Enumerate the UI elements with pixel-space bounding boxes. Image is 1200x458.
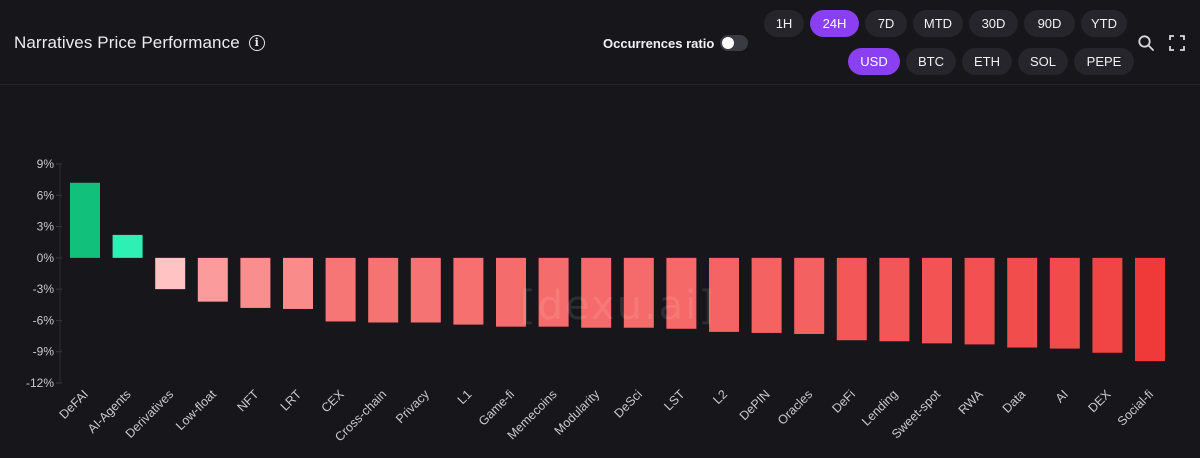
currency-selector: USD BTC ETH SOL PEPE — [848, 48, 1140, 75]
fullscreen-icon[interactable] — [1168, 34, 1186, 52]
bar-low-float — [197, 257, 228, 302]
x-tick-label: Modularity — [552, 387, 603, 438]
bar-social-fi — [1135, 257, 1165, 362]
occurrences-ratio-toggle[interactable] — [720, 35, 749, 51]
timeframe-mtd[interactable]: MTD — [913, 10, 963, 37]
bar-cross-chain — [368, 257, 399, 323]
x-tick-label: Lending — [859, 387, 900, 428]
currency-sol[interactable]: SOL — [1018, 48, 1068, 75]
bar-l1 — [453, 257, 484, 325]
occurrences-ratio-control: Occurrences ratio — [603, 35, 749, 51]
x-tick-label: Data — [1000, 387, 1029, 416]
x-tick-label: DeSci — [611, 387, 644, 420]
y-tick-label: -3% — [33, 282, 55, 296]
bar-defai — [70, 182, 100, 258]
bar-oracles — [794, 257, 825, 334]
x-tick-label: AI — [1053, 387, 1071, 405]
x-tick-label: Game-fi — [476, 387, 517, 428]
bar-ai-agents — [112, 234, 143, 258]
timeframe-selector: 1H 24H 7D MTD 30D 90D YTD — [764, 10, 1133, 37]
currency-usd[interactable]: USD — [848, 48, 900, 75]
x-tick-label: DeFi — [829, 387, 858, 416]
y-tick-label: 0% — [37, 251, 55, 265]
x-tick-label: NFT — [234, 387, 261, 414]
y-tick-label: -9% — [33, 345, 55, 359]
x-tick-label: DePIN — [737, 387, 773, 423]
info-icon[interactable]: i — [248, 35, 265, 51]
bar-privacy — [410, 257, 441, 323]
chart-title-bar: Narratives Price Performance i — [14, 33, 265, 53]
watermark: [dexu.ai] — [520, 283, 716, 329]
page-title: Narratives Price Performance — [14, 33, 240, 52]
currency-pepe[interactable]: PEPE — [1074, 48, 1134, 75]
timeframe-1h[interactable]: 1H — [764, 10, 804, 37]
x-tick-label: LST — [661, 387, 687, 413]
bar-ai — [1049, 257, 1080, 349]
currency-eth[interactable]: ETH — [962, 48, 1012, 75]
y-tick-label: -12% — [26, 376, 54, 390]
x-tick-label: Social-fi — [1115, 387, 1156, 428]
search-icon[interactable] — [1137, 34, 1155, 52]
bar-game-fi — [496, 257, 526, 327]
x-tick-label: CEX — [319, 387, 348, 416]
y-tick-label: 3% — [37, 220, 55, 234]
bar-data — [1007, 257, 1038, 348]
timeframe-7d[interactable]: 7D — [865, 10, 907, 37]
x-tick-label: L1 — [455, 387, 475, 407]
x-tick-label: RWA — [956, 387, 987, 418]
x-tick-label: DeFAI — [57, 387, 91, 421]
bar-rwa — [964, 257, 995, 345]
bar-dex — [1092, 257, 1123, 353]
y-tick-label: -6% — [33, 313, 55, 327]
x-tick-label: Low-float — [173, 387, 219, 433]
occurrences-ratio-label: Occurrences ratio — [603, 35, 715, 51]
bar-lending — [879, 257, 910, 342]
timeframe-30d[interactable]: 30D — [969, 10, 1018, 37]
x-tick-label: DEX — [1085, 387, 1114, 416]
timeframe-24h[interactable]: 24H — [810, 10, 859, 37]
header-divider — [0, 84, 1200, 85]
x-tick-label: L2 — [710, 387, 730, 407]
x-tick-label: Privacy — [393, 387, 432, 426]
y-tick-label: 6% — [37, 188, 55, 202]
currency-btc[interactable]: BTC — [906, 48, 956, 75]
bar-memecoins — [538, 257, 569, 327]
bar-l2 — [709, 257, 739, 332]
y-tick-label: 9% — [37, 157, 55, 171]
bar-sweet-spot — [922, 257, 952, 344]
bar-derivatives — [155, 257, 186, 290]
bar-lst — [666, 257, 697, 329]
bar-defi — [836, 257, 867, 341]
bar-cex — [325, 257, 356, 322]
x-tick-label: LRT — [278, 387, 305, 414]
bar-modularity — [581, 257, 612, 328]
bar-lrt — [283, 257, 313, 309]
bar-nft — [240, 257, 271, 308]
toggle-knob — [722, 37, 735, 49]
timeframe-ytd[interactable]: YTD — [1081, 10, 1127, 37]
timeframe-90d[interactable]: 90D — [1024, 10, 1075, 37]
bar-desci — [623, 257, 654, 328]
x-tick-label: Oracles — [775, 387, 815, 427]
bar-depin — [751, 257, 782, 333]
